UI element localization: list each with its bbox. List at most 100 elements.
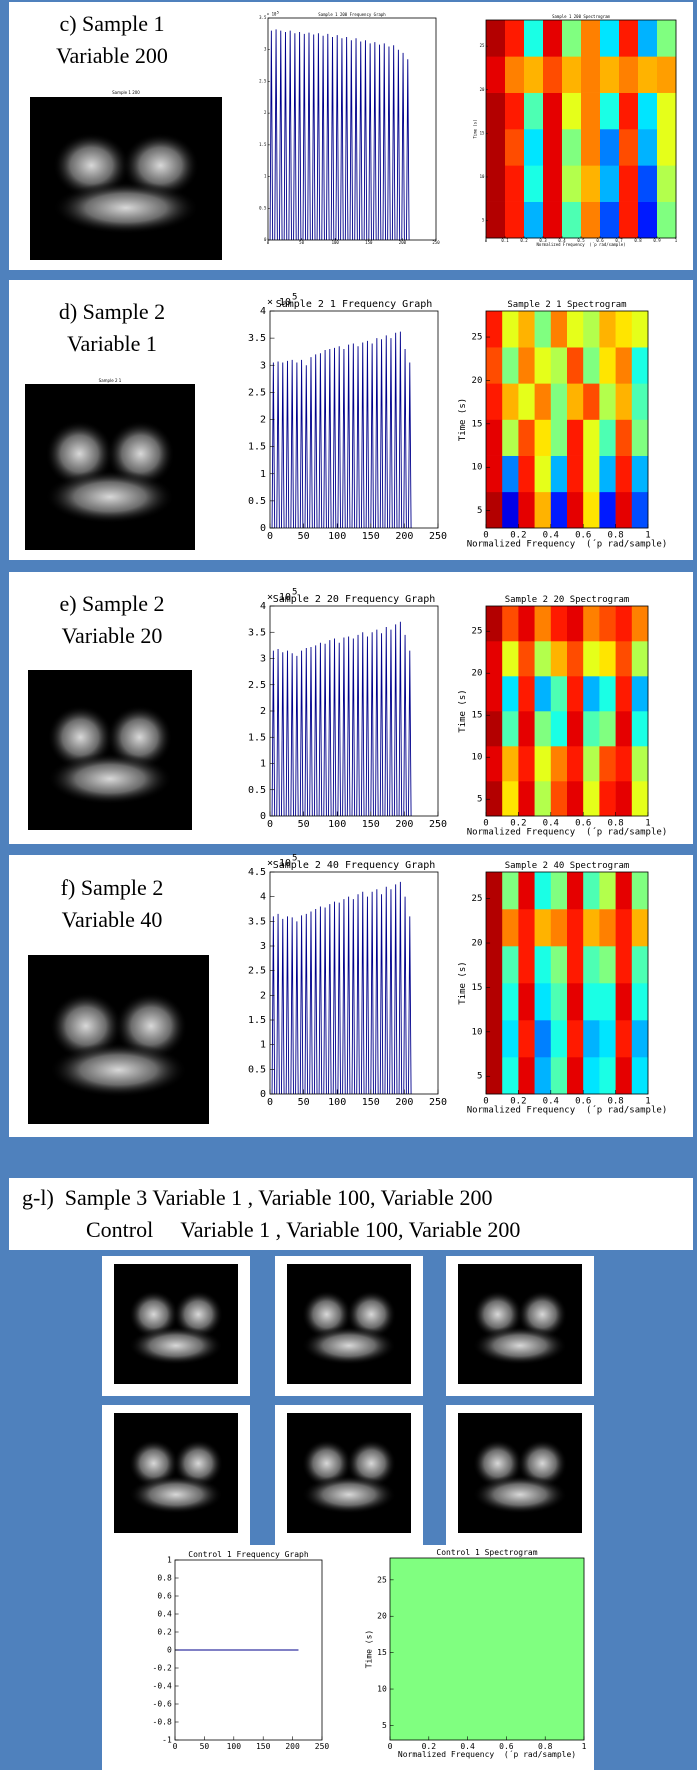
heatmap-cell: [486, 311, 503, 348]
heatmap-cell: [505, 92, 525, 130]
spike: [328, 348, 332, 529]
y-exponent: 5: [292, 854, 297, 864]
heatmap-cell: [615, 311, 633, 348]
heatmap-cell: [583, 946, 600, 984]
axes-frame: [485, 310, 649, 529]
spike: [354, 38, 358, 241]
y-tick-label: 2: [260, 415, 266, 426]
x-tick-label: 0: [485, 238, 488, 243]
chart-title: Sample 1 200 Spectrogram: [552, 14, 610, 19]
heatmap-cell: [486, 1020, 503, 1058]
tissue: [301, 1475, 397, 1514]
mri-image: [25, 384, 195, 550]
spike: [360, 342, 365, 529]
tissue: [47, 753, 173, 805]
heatmap-cell: [631, 909, 649, 947]
heatmap-cell: [518, 311, 535, 348]
heatmap-cell: [505, 165, 525, 202]
heatmap-cell: [562, 20, 582, 57]
heatmap-cell: [619, 165, 639, 202]
heatmap-cell: [615, 946, 633, 984]
heatmap-cell: [599, 606, 616, 642]
heatmap-cell: [505, 129, 525, 166]
x-tick-label: 100: [227, 1742, 242, 1751]
chart-title: Sample 2 40 Frequency Graph: [273, 860, 436, 871]
y-tick-label: 0.5: [248, 785, 266, 796]
x-tick-label: 0.6: [575, 531, 591, 541]
y-exponent: 5: [292, 588, 297, 598]
x-tick-label: 150: [362, 819, 380, 830]
chart-title: Sample 2 1 Frequency Graph: [276, 299, 433, 310]
heatmap-cell: [600, 92, 620, 130]
y-tick-label: 20: [472, 939, 483, 949]
spike: [382, 43, 387, 241]
spike: [408, 916, 412, 1095]
mri-image: [458, 1413, 582, 1533]
heatmap-cell: [567, 606, 584, 642]
heatmap-cell: [600, 201, 620, 239]
heatmap-cell: [567, 909, 584, 947]
x-tick-label: 150: [362, 1097, 380, 1108]
spike: [373, 42, 377, 241]
y-tick-label: -0.2: [153, 1664, 172, 1673]
heatmap-cell: [631, 606, 649, 642]
heatmap-cell: [502, 711, 519, 747]
heatmap-cell: [567, 983, 584, 1021]
heatmap-cell: [486, 983, 503, 1021]
spike: [384, 886, 389, 1095]
tissue: [128, 1475, 224, 1514]
image-title: Sample 2 1: [99, 378, 122, 383]
heatmap-cell: [518, 1057, 535, 1095]
y-tick-label: -1: [162, 1736, 172, 1745]
y-tick-label: -0.4: [153, 1682, 172, 1691]
heatmap-cell: [486, 455, 503, 493]
heatmap-cell: [550, 676, 568, 712]
spike: [313, 354, 318, 529]
heatmap-cell: [534, 606, 552, 642]
heatmap-cell: [486, 872, 503, 910]
heatmap-cell: [615, 455, 633, 493]
heatmap-cell: [486, 419, 503, 456]
y-tick-label: 10: [472, 753, 483, 763]
spike: [269, 30, 274, 241]
heatmap-cell: [502, 676, 519, 712]
y-tick-label: 0: [260, 811, 266, 822]
heatmap-cell: [615, 676, 633, 712]
y-tick-label: 3.5: [259, 15, 267, 20]
heatmap-cell: [657, 165, 677, 202]
spike: [403, 348, 407, 529]
spike: [342, 899, 346, 1095]
heatmap-cell: [502, 455, 519, 493]
spike: [328, 640, 332, 817]
y-axis-label: Time (s): [458, 398, 468, 441]
spike: [346, 344, 351, 529]
heatmap-cell: [615, 983, 633, 1021]
heatmap-cell: [486, 347, 503, 384]
spike: [375, 889, 379, 1095]
heatmap-cell: [631, 455, 649, 493]
tissue: [472, 1439, 523, 1488]
tissue: [472, 1290, 523, 1339]
y-tick-label: 3.5: [248, 916, 266, 927]
y-tick-label: 25: [480, 43, 485, 48]
heatmap-cell: [543, 56, 563, 93]
heatmap-cell: [524, 129, 544, 166]
heatmap-cell: [581, 20, 601, 57]
y-tick-label: 0: [167, 1646, 172, 1655]
y-tick-label: 1: [260, 1040, 266, 1051]
heatmap-cell: [518, 676, 535, 712]
x-tick-label: 0.2: [510, 531, 526, 541]
spike: [396, 49, 401, 241]
spike: [389, 629, 393, 817]
spike: [375, 338, 379, 529]
x-tick-label: 0.8: [607, 531, 623, 541]
spike: [387, 46, 391, 241]
heatmap-cell: [534, 311, 552, 348]
y-axis-label: Time (s): [473, 119, 478, 138]
heatmap-cell: [562, 92, 582, 130]
spike: [356, 346, 360, 529]
heatmap-cell: [599, 983, 616, 1021]
heatmap-cell: [567, 641, 584, 677]
